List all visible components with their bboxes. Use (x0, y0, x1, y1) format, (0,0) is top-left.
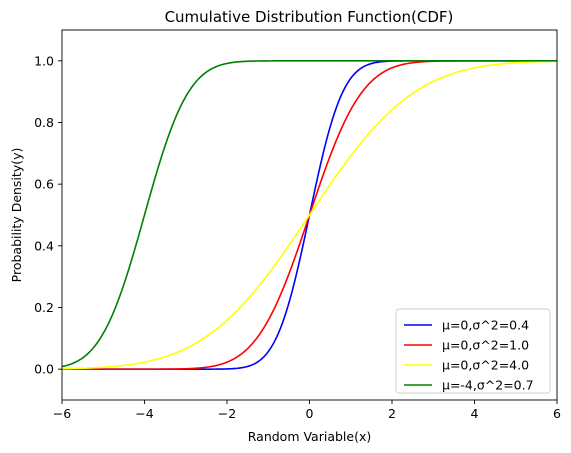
y-tick-label: 1.0 (34, 53, 54, 68)
x-axis: −6 −4 −2 0 2 4 6 (53, 400, 561, 421)
series-line-4 (61, 60, 557, 368)
y-tick-label: 0.2 (34, 300, 54, 315)
legend-label-2: μ=0,σ^2=1.0 (442, 338, 529, 353)
x-tick-label: −6 (53, 406, 71, 421)
legend-label-4: μ=-4,σ^2=0.7 (442, 378, 534, 393)
legend-label-3: μ=0,σ^2=4.0 (442, 358, 529, 373)
x-tick-label: −4 (135, 406, 153, 421)
plot-lines (61, 60, 558, 370)
legend-entries: μ=0,σ^2=0.4 μ=0,σ^2=1.0 μ=0,σ^2=4.0 μ=-4,σ^… (404, 318, 534, 393)
legend-box (395, 308, 551, 394)
x-tick-label: 2 (388, 406, 396, 421)
y-tick-label: 0.4 (34, 238, 54, 253)
y-tick-label: 0.6 (34, 177, 54, 192)
y-tick-label: 0.0 (34, 362, 54, 377)
series-line-3 (61, 60, 558, 370)
x-axis-label: Random Variable(x) (248, 429, 372, 444)
chart-title: Cumulative Distribution Function(CDF) (165, 8, 454, 26)
x-tick-label: 4 (471, 406, 479, 421)
y-axis-label: Probability Density(y) (9, 148, 24, 283)
x-tick-label: 6 (553, 406, 561, 421)
y-axis: 0.0 0.2 0.4 0.6 0.8 1.0 (34, 53, 62, 377)
legend-label-1: μ=0,σ^2=0.4 (442, 318, 529, 333)
y-tick-label: 0.8 (34, 115, 54, 130)
x-tick-label: −2 (218, 406, 236, 421)
legend: μ=0,σ^2=0.4 μ=0,σ^2=1.0 μ=0,σ^2=4.0 μ=-4,σ^… (395, 308, 551, 394)
x-tick-label: 0 (306, 406, 314, 421)
